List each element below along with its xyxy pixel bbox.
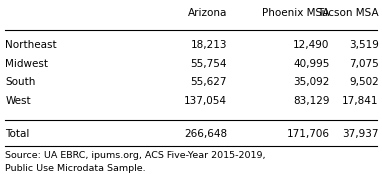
- Text: 55,627: 55,627: [191, 77, 227, 87]
- Text: 17,841: 17,841: [342, 96, 379, 106]
- Text: 9,502: 9,502: [349, 77, 379, 87]
- Text: 171,706: 171,706: [286, 129, 329, 139]
- Text: 266,648: 266,648: [184, 129, 227, 139]
- Text: 3,519: 3,519: [349, 40, 379, 50]
- Text: Midwest: Midwest: [5, 58, 48, 69]
- Text: Arizona: Arizona: [188, 8, 227, 18]
- Text: 37,937: 37,937: [342, 129, 379, 139]
- Text: 55,754: 55,754: [191, 58, 227, 69]
- Text: 83,129: 83,129: [293, 96, 329, 106]
- Text: 35,092: 35,092: [293, 77, 329, 87]
- Text: 40,995: 40,995: [293, 58, 329, 69]
- Text: Phoenix MSA: Phoenix MSA: [262, 8, 329, 18]
- Text: South: South: [5, 77, 36, 87]
- Text: 7,075: 7,075: [349, 58, 379, 69]
- Text: 137,054: 137,054: [184, 96, 227, 106]
- Text: West: West: [5, 96, 31, 106]
- Text: Source: UA EBRC, ipums.org, ACS Five-Year 2015-2019,
Public Use Microdata Sample: Source: UA EBRC, ipums.org, ACS Five-Yea…: [5, 151, 266, 173]
- Text: Northeast: Northeast: [5, 40, 57, 50]
- Text: Tucson MSA: Tucson MSA: [317, 8, 379, 18]
- Text: 18,213: 18,213: [191, 40, 227, 50]
- Text: Total: Total: [5, 129, 29, 139]
- Text: 12,490: 12,490: [293, 40, 329, 50]
